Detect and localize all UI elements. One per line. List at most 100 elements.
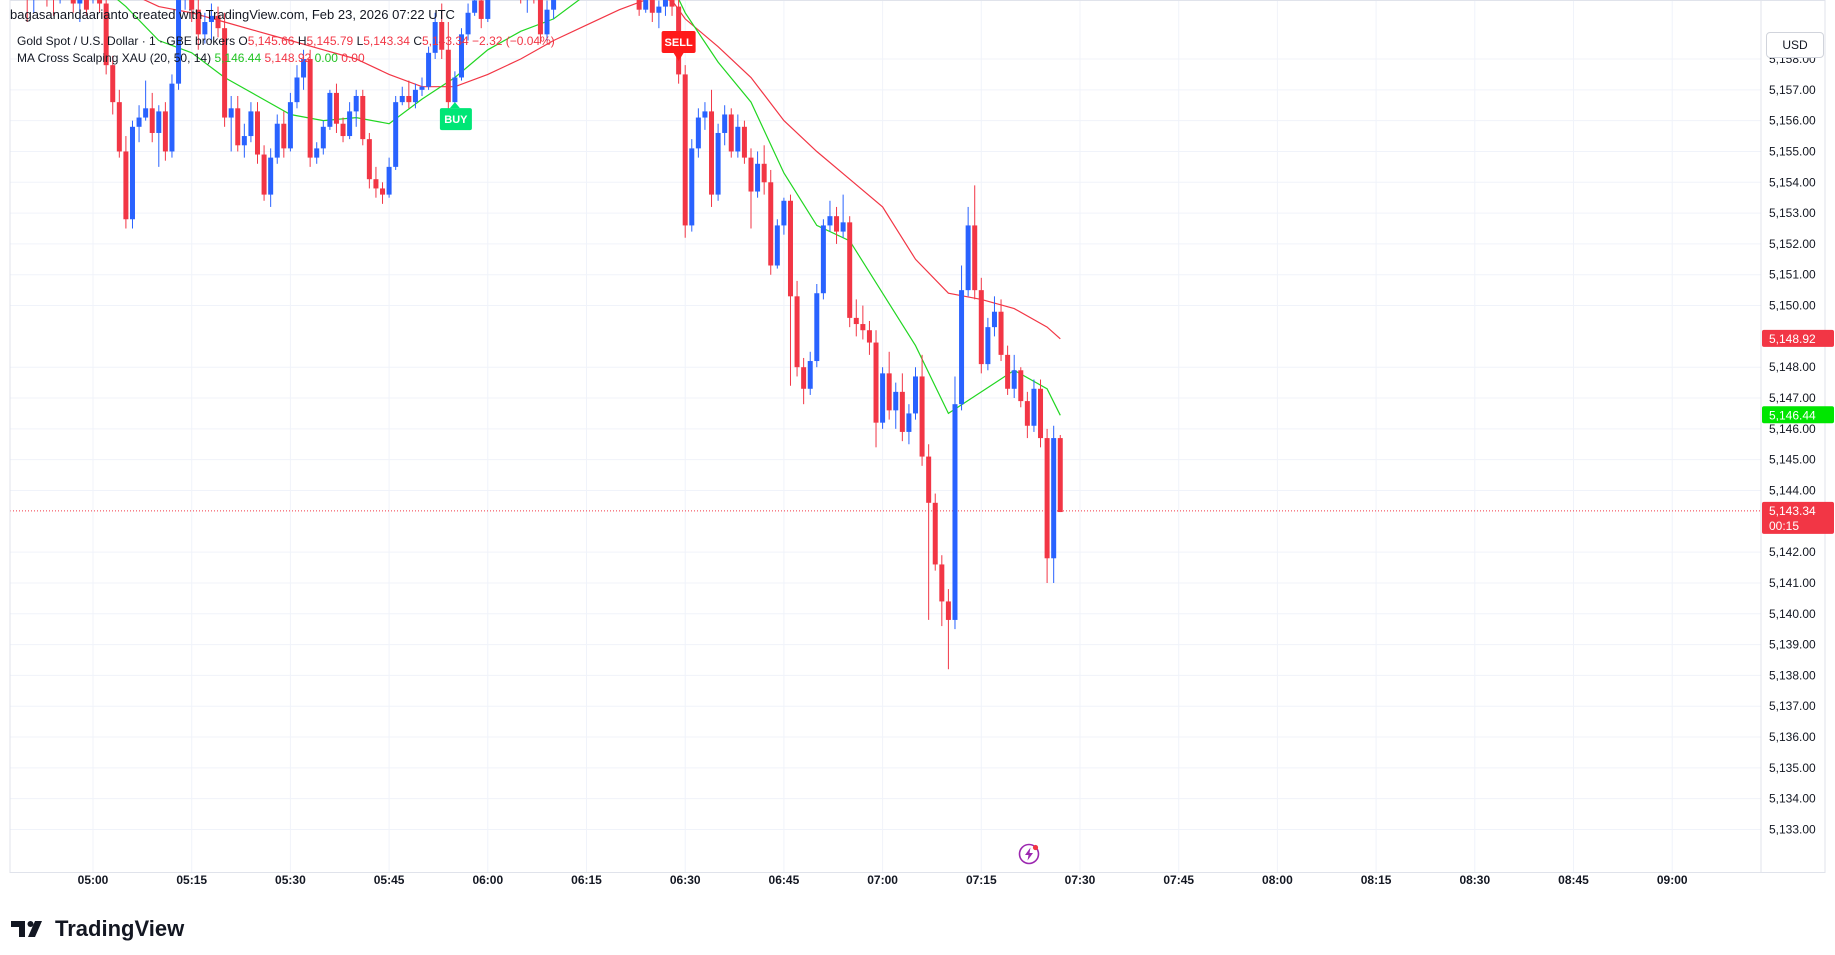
high-value: 5,145.79 [306,34,354,48]
candle [741,120,747,164]
lightning-icon[interactable] [1018,843,1040,865]
candle [1038,379,1044,448]
candle-body [998,311,1004,355]
candle [709,89,715,207]
candle [485,0,491,23]
close-label: C [413,34,422,48]
candle [281,111,287,158]
candle-body [1011,370,1017,389]
candle-body [399,95,405,103]
candle-body [649,0,655,13]
candle-body [360,95,366,140]
candle [380,182,386,204]
candle [866,320,872,355]
candle-body [274,123,280,158]
candle [649,0,655,23]
price-tick-label: 5,134.00 [1769,792,1816,806]
time-tick-label: 09:00 [1657,873,1688,887]
price-tick-label: 5,150.00 [1769,299,1816,313]
price-axis: 5,158.005,157.005,156.005,155.005,154.00… [1769,52,1816,837]
low-value: 5,143.34 [363,34,410,48]
candle-body [235,108,241,146]
candle-body [366,139,372,180]
countdown-text: 00:15 [1769,519,1799,533]
candle-body [373,179,379,189]
time-tick-label: 06:00 [472,873,503,887]
tradingview-brand[interactable]: TradingView [11,916,184,942]
candle-body [439,22,445,50]
candle-body [281,123,287,149]
candle [847,216,853,328]
candle [1018,367,1024,408]
candle-body [419,86,425,90]
ma-slow-line [143,0,1061,340]
price-axis-label: 5,148.92 [1762,329,1834,347]
candle [643,0,649,13]
candle [195,0,201,50]
candle-body [156,111,162,133]
candle [301,49,307,90]
candle [169,74,175,158]
candle [662,0,668,16]
candle [537,0,543,44]
candle-body [426,52,432,87]
candle [445,22,451,115]
candle [458,28,464,81]
candle-body [768,182,774,266]
candle-body [478,0,484,19]
currency-button[interactable]: USD [1766,32,1824,58]
candle-body [985,327,991,365]
candle-body [1044,438,1050,559]
candle [748,148,754,229]
candle-body [873,342,879,423]
candle [774,219,780,269]
candle [787,194,793,386]
indicator-name: MA Cross Scalping XAU (20, 50, 14) [17,51,212,65]
candle-body [893,391,899,411]
symbol-name: Gold Spot / U.S. Dollar · 1 · GBE broker… [17,34,236,48]
candle [202,12,208,44]
candle-body [241,136,247,146]
indicator-legend-row[interactable]: MA Cross Scalping XAU (20, 50, 14) 5,146… [17,50,555,67]
price-axis-label-text: 5,146.44 [1769,408,1816,422]
candle [360,89,366,146]
candle-body [669,0,675,7]
candle-body [834,216,840,232]
candle-body [695,117,701,149]
candle [241,123,247,158]
signals: BUY SELL [439,31,696,131]
time-axis: 05:00 05:15 05:30 05:45 06:00 06:15 06:30 06:45… [78,873,1688,887]
candle [208,3,214,41]
candle-body [761,163,767,183]
candle [1057,435,1063,513]
candle [340,117,346,143]
candle [261,145,267,201]
high-label: H [297,34,307,48]
candle [1044,428,1050,583]
price-tick-label: 5,148.00 [1769,360,1816,374]
candle [406,80,412,109]
candle-body [485,0,491,19]
candle-body [709,111,715,195]
price-axis-label-text: 5,148.92 [1769,332,1816,346]
candle-body [787,200,793,297]
candle-body [189,0,195,10]
candle [715,123,721,201]
candle [913,367,918,420]
candle-body [820,225,826,294]
candle-body [1051,438,1057,559]
candle [932,493,938,571]
time-tick-label: 08:30 [1459,873,1490,887]
time-tick-label: 07:30 [1065,873,1096,887]
symbol-legend-row[interactable]: Gold Spot / U.S. Dollar · 1 · GBE broker… [17,33,555,50]
candle-body [952,404,958,620]
candle [393,95,399,170]
candle [827,200,833,232]
price-tick-label: 5,133.00 [1769,823,1816,837]
price-tick-label: 5,140.00 [1769,607,1816,621]
low-label: L [356,34,364,48]
close-value: 5,143.34 [421,34,469,48]
candle-body [1018,370,1024,402]
candle-body [662,0,668,7]
